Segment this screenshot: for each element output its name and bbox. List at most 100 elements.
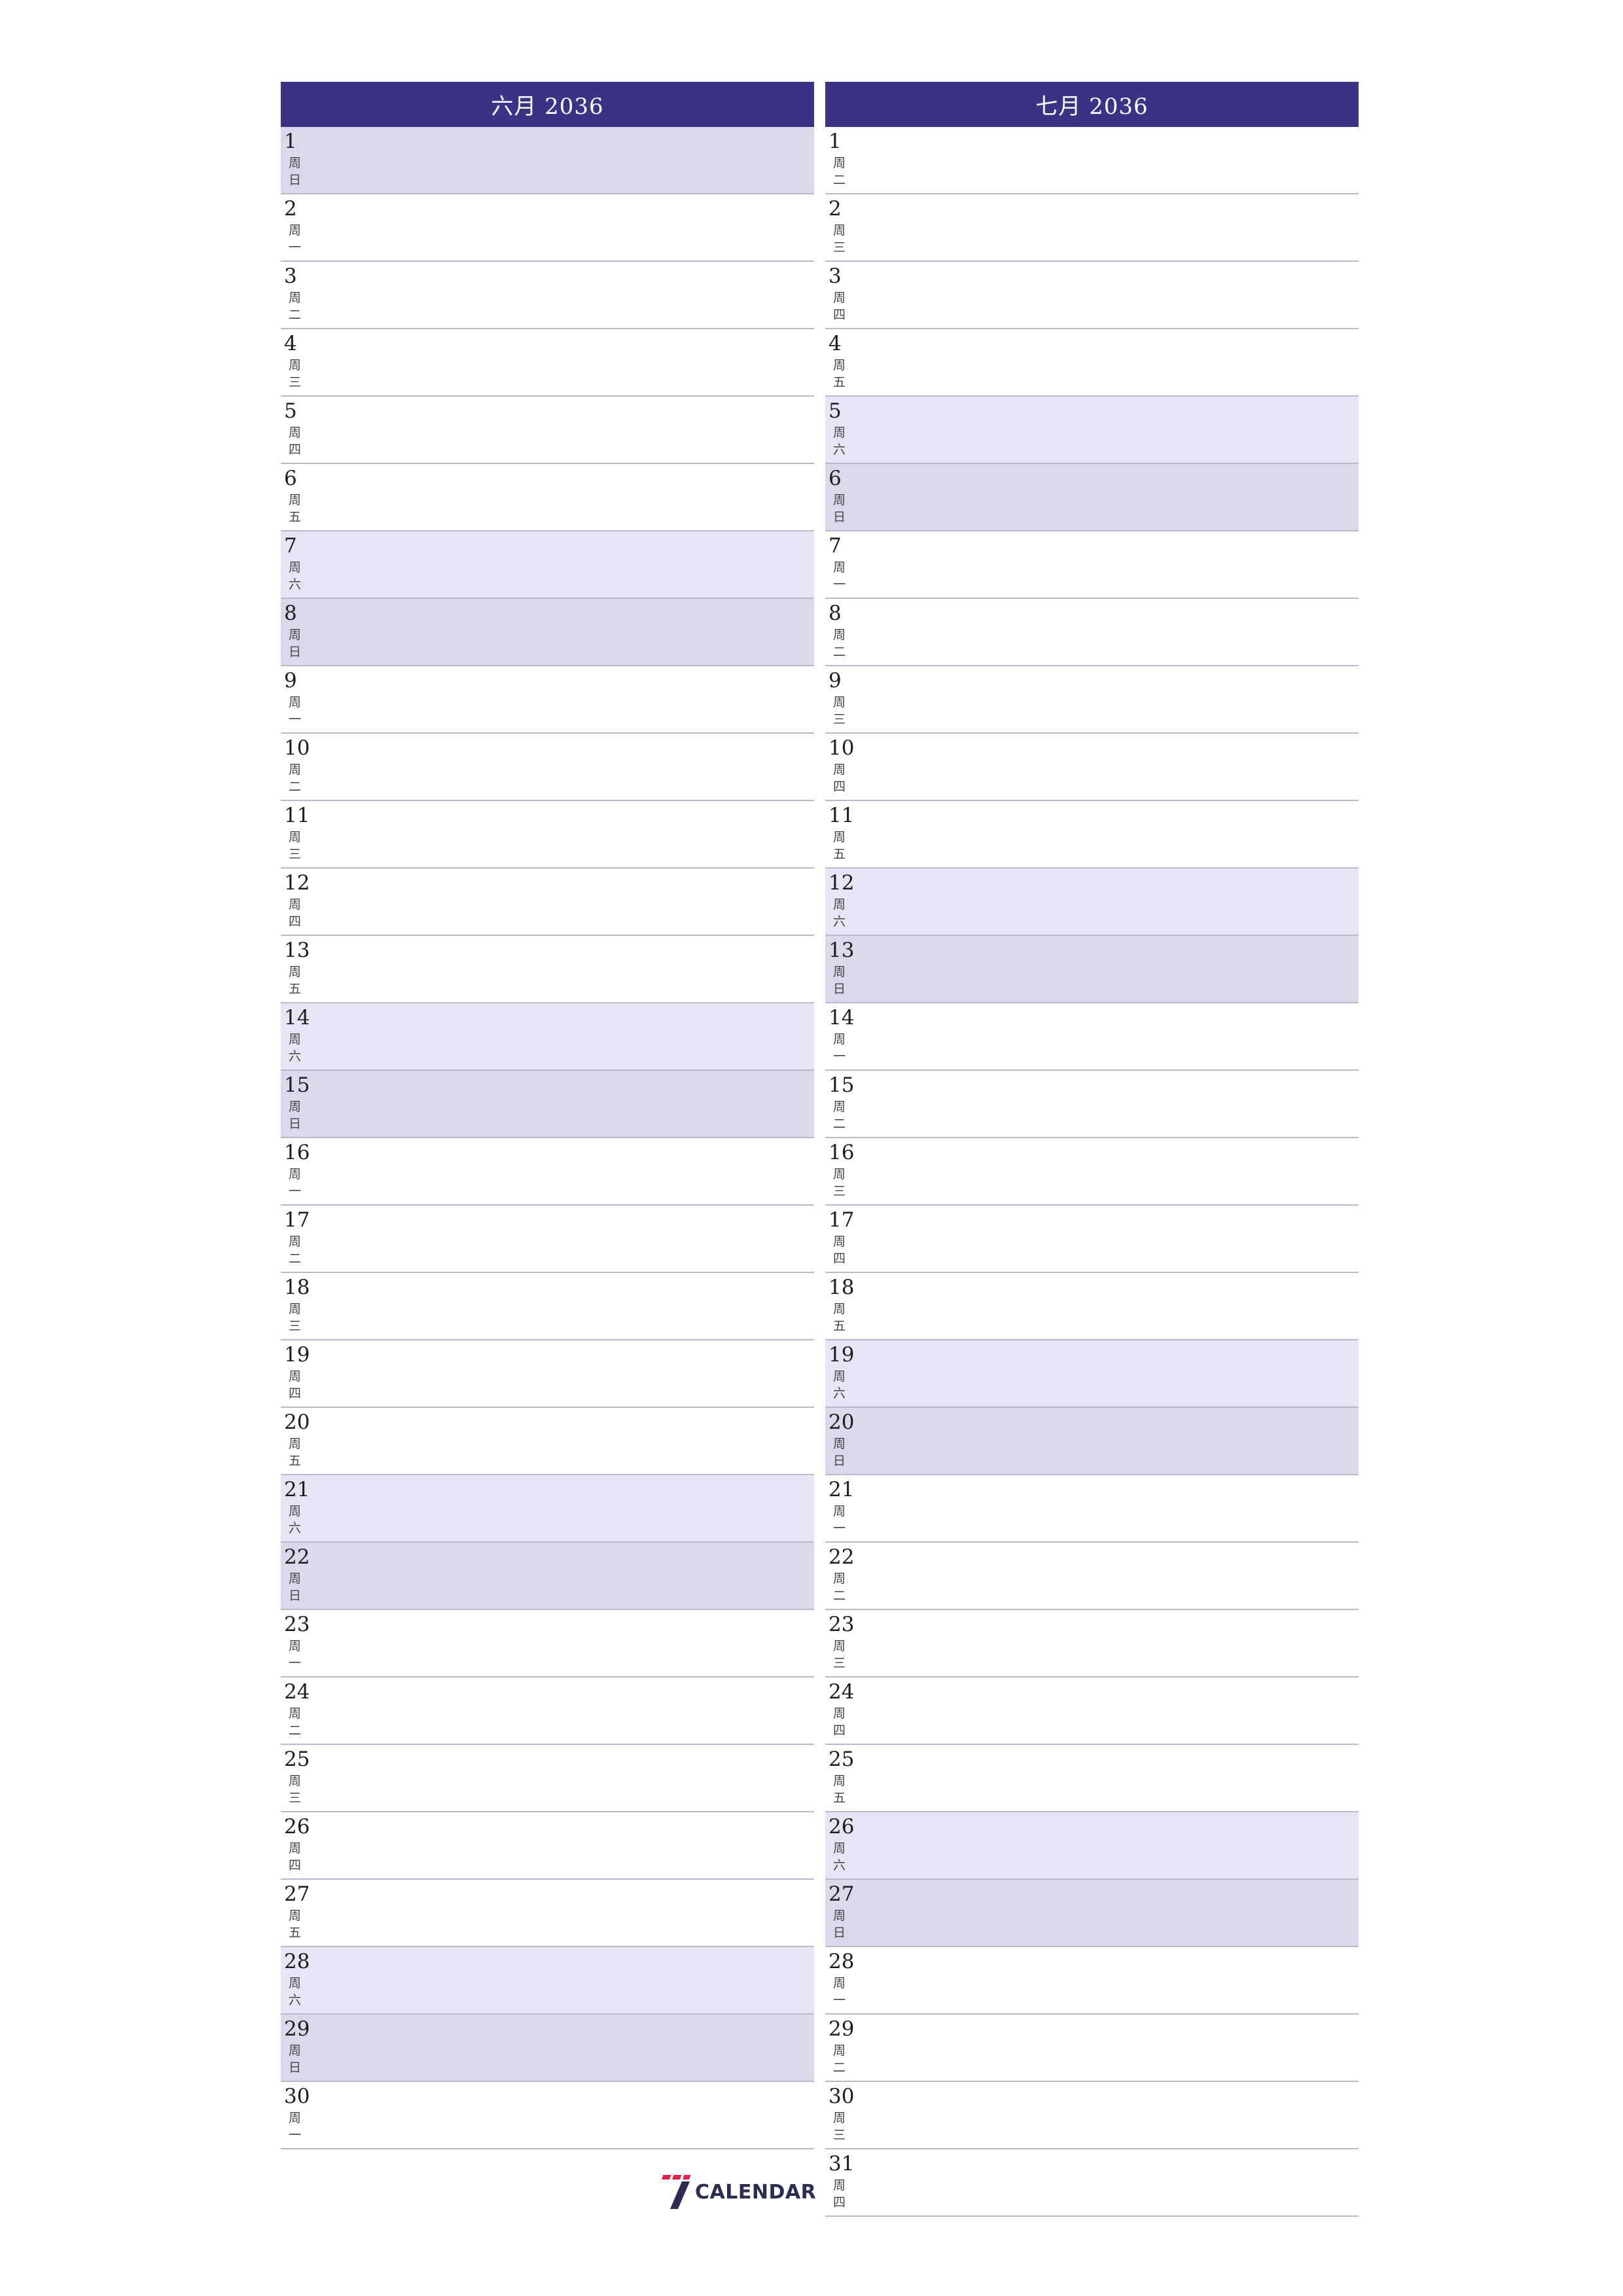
day-row: 7 周一 (825, 531, 1359, 599)
day-row: 29 周二 (825, 2015, 1359, 2082)
weekday-label: 周六 (833, 897, 846, 929)
day-row: 14 周六 (281, 1003, 814, 1071)
weekday-label: 周二 (833, 1100, 846, 1131)
day-row: 17 周四 (825, 1206, 1359, 1273)
day-row: 11 周五 (825, 801, 1359, 869)
logo-text: CALENDAR (695, 2180, 817, 2204)
day-number: 16 (284, 1141, 310, 1164)
weekday-label: 周四 (289, 425, 302, 457)
day-number: 13 (284, 939, 310, 962)
weekday-label: 周一 (833, 1032, 846, 1064)
weekday-label: 周一 (833, 1504, 846, 1535)
day-row: 8 周二 (825, 599, 1359, 666)
weekday-label: 周二 (289, 291, 302, 322)
day-list: 1 周日 2 周一 3 周二 4 周三 5 周四 6 周五 7 周六 8 周日 9 周一 10 周二 11 周三 12 周四 1… (281, 127, 814, 2149)
day-number: 2 (284, 197, 297, 221)
day-number: 27 (284, 1882, 310, 1906)
weekday-label: 周一 (833, 1976, 846, 2007)
weekday-label: 周五 (833, 1302, 846, 1333)
weekday-label: 周五 (833, 830, 846, 861)
weekday-label: 周六 (833, 425, 846, 457)
weekday-label: 周二 (289, 1234, 302, 1266)
day-number: 30 (284, 2085, 310, 2108)
day-number: 24 (829, 1680, 855, 1704)
weekday-label: 周日 (289, 2043, 302, 2075)
weekday-label: 周五 (289, 965, 302, 996)
day-number: 26 (829, 1815, 855, 1839)
day-row: 12 周六 (825, 869, 1359, 936)
day-row: 25 周五 (825, 1745, 1359, 1812)
day-number: 9 (284, 669, 297, 692)
weekday-label: 周六 (833, 1369, 846, 1401)
day-number: 20 (829, 1410, 855, 1434)
day-number: 4 (284, 332, 297, 355)
day-number: 2 (829, 197, 842, 221)
day-row: 18 周三 (281, 1273, 814, 1340)
day-row: 26 周四 (281, 1812, 814, 1880)
weekday-label: 周日 (833, 1909, 846, 1940)
day-number: 19 (829, 1343, 855, 1367)
month-june: 六月 2036 1 周日 2 周一 3 周二 4 周三 5 周四 6 周五 7 周六 8 周日 9 周一 10 周二 1… (281, 82, 814, 2149)
day-row: 16 周三 (825, 1138, 1359, 1206)
day-number: 3 (284, 264, 297, 288)
weekday-label: 周日 (833, 493, 846, 524)
weekday-label: 周二 (833, 156, 846, 187)
weekday-label: 周三 (833, 1167, 846, 1198)
day-row: 2 周三 (825, 194, 1359, 262)
day-number: 25 (829, 1748, 855, 1771)
day-number: 27 (829, 1882, 855, 1906)
day-row: 24 周四 (825, 1677, 1359, 1745)
day-number: 21 (829, 1478, 855, 1501)
day-row: 25 周三 (281, 1745, 814, 1812)
day-row: 23 周一 (281, 1610, 814, 1677)
day-row: 6 周日 (825, 464, 1359, 531)
day-row: 12 周四 (281, 869, 814, 936)
weekday-label: 周四 (833, 762, 846, 794)
day-number: 12 (284, 871, 310, 895)
weekday-label: 周二 (289, 1706, 302, 1738)
day-number: 3 (829, 264, 842, 288)
weekday-label: 周日 (289, 156, 302, 187)
day-row: 13 周日 (825, 936, 1359, 1003)
day-row: 9 周一 (281, 666, 814, 734)
weekday-label: 周六 (289, 1032, 302, 1064)
day-row: 14 周一 (825, 1003, 1359, 1071)
day-row: 21 周一 (825, 1475, 1359, 1543)
weekday-label: 周五 (289, 1909, 302, 1940)
day-number: 28 (284, 1950, 310, 1973)
day-number: 13 (829, 939, 855, 962)
weekday-label: 周日 (289, 628, 302, 659)
month-title: 七月 2036 (825, 82, 1359, 127)
weekday-label: 周日 (289, 1100, 302, 1131)
day-number: 22 (284, 1545, 310, 1569)
day-number: 29 (829, 2017, 855, 2041)
month-july: 七月 2036 1 周二 2 周三 3 周四 4 周五 5 周六 6 周日 7 周一 8 周二 9 周三 10 周四 1… (825, 82, 1359, 2217)
day-number: 31 (829, 2152, 855, 2176)
day-row: 20 周日 (825, 1408, 1359, 1475)
day-row: 30 周一 (281, 2082, 814, 2149)
weekday-label: 周日 (289, 1571, 302, 1603)
day-row: 2 周一 (281, 194, 814, 262)
weekday-label: 周三 (833, 695, 846, 726)
day-row: 24 周二 (281, 1677, 814, 1745)
day-row: 18 周五 (825, 1273, 1359, 1340)
weekday-label: 周三 (833, 223, 846, 255)
day-number: 4 (829, 332, 842, 355)
weekday-label: 周四 (833, 1706, 846, 1738)
weekday-label: 周四 (833, 1234, 846, 1266)
day-number: 21 (284, 1478, 310, 1501)
day-number: 24 (284, 1680, 310, 1704)
weekday-label: 周一 (289, 2111, 302, 2142)
day-row: 23 周三 (825, 1610, 1359, 1677)
day-number: 19 (284, 1343, 310, 1367)
day-number: 15 (829, 1073, 855, 1097)
weekday-label: 周四 (289, 1369, 302, 1401)
day-number: 17 (829, 1208, 855, 1232)
weekday-label: 周日 (833, 1437, 846, 1468)
day-number: 9 (829, 669, 842, 692)
day-number: 1 (284, 130, 297, 153)
day-number: 16 (829, 1141, 855, 1164)
day-number: 29 (284, 2017, 310, 2041)
day-number: 14 (284, 1006, 310, 1030)
day-row: 21 周六 (281, 1475, 814, 1543)
